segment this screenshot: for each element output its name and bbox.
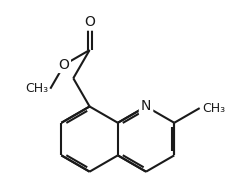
Text: CH₃: CH₃ (202, 102, 225, 115)
Text: O: O (84, 15, 95, 29)
Text: CH₃: CH₃ (26, 82, 49, 95)
Text: N: N (141, 100, 151, 113)
Text: O: O (59, 58, 70, 72)
